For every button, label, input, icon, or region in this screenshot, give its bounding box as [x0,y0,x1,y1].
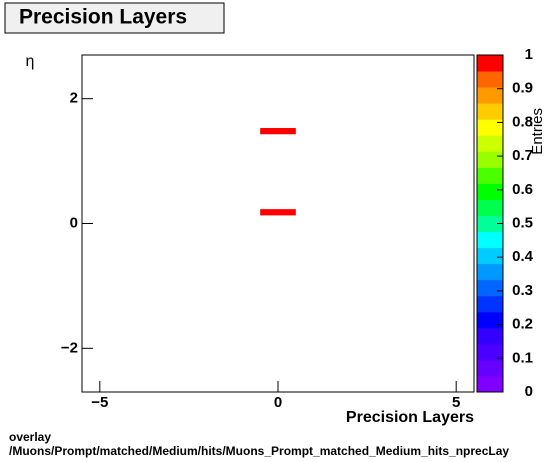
y-tick-label: 0 [70,214,78,231]
z-tick-label: 0.5 [512,214,533,231]
colorbar-band [477,167,503,184]
y-tick-label: 2 [70,90,78,107]
z-tick-label: 0.2 [512,316,533,333]
colorbar-band [477,119,503,136]
colorbar-band [477,279,503,297]
colorbar-band [477,215,503,233]
z-tick-label: 0.1 [512,349,533,366]
z-tick-label: 0.9 [512,80,533,97]
z-tick-label: 0.7 [512,147,533,164]
z-axis-label: Entries [529,108,546,155]
z-tick-label: 0.4 [512,248,534,265]
chart-title: Precision Layers [19,6,187,29]
colorbar-band [477,311,503,329]
heatmap-cell [260,209,296,216]
z-tick-label: 0.8 [512,113,533,130]
x-tick-label: 5 [452,394,460,411]
colorbar-band [477,103,503,120]
z-tick-label: 0.3 [512,282,533,299]
z-tick-label: 0.6 [512,181,533,198]
heatmap-cell [260,128,296,135]
plot-frame [81,54,475,393]
y-axis-label: η [26,53,35,70]
x-tick-label: −5 [91,394,108,411]
colorbar-band [477,183,503,200]
colorbar-band [477,343,503,361]
colorbar-band [477,151,503,168]
colorbar-band [477,327,503,345]
z-tick-label: 0 [525,383,533,400]
colorbar-band [477,231,503,249]
title-box [4,2,225,34]
colorbar-band [477,247,503,265]
colorbar-band [477,199,503,216]
colorbar-band [477,375,503,393]
colorbar-band [477,295,503,313]
colorbar-band [477,87,503,104]
footer-line: overlay [9,430,51,444]
footer-line: /Muons/Prompt/matched/Medium/hits/Muons_… [9,444,509,458]
z-tick-label: 1 [525,46,533,63]
colorbar-band [477,359,503,377]
x-axis-label: Precision Layers [346,409,474,426]
y-tick-label: −2 [61,339,78,356]
colorbar-band [477,71,503,88]
colorbar-band [477,263,503,281]
colorbar-band [477,135,503,152]
x-tick-label: 0 [274,394,282,411]
colorbar-band [477,55,503,72]
